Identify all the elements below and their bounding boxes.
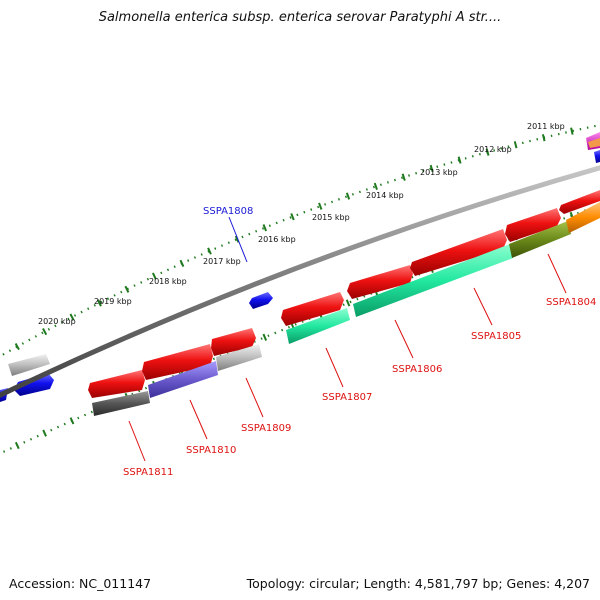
accession-text: Accession: NC_011147 — [9, 576, 152, 591]
cog-cyan-ssp1807 — [286, 308, 350, 344]
tick-label-2016: 2016 kbp — [258, 235, 296, 244]
genome-backbone — [0, 165, 600, 398]
tick-label-2015: 2015 kbp — [312, 213, 350, 222]
leader-ssp1808 — [228, 216, 248, 263]
gene-block-ssp1808-blue[interactable] — [249, 292, 273, 309]
organism-title: Salmonella enterica subsp. enterica sero… — [98, 10, 502, 25]
cog-olive-ssp1805 — [509, 221, 571, 258]
cog-orange-ssp1804 — [566, 202, 600, 233]
outer-ruler-tick-12 — [318, 202, 323, 210]
tick-label-2019: 2019 kbp — [94, 297, 132, 306]
gene-label-ssp1806[interactable]: SSPA1806 — [392, 364, 442, 375]
tick-label-2011: 2011 kbp — [527, 122, 565, 131]
outer-ruler-tick-7 — [179, 259, 185, 267]
tick-label-2012: 2012 kbp — [474, 145, 512, 154]
outer-ruler-tick-6 — [151, 272, 157, 280]
gene-label-ssp1804[interactable]: SSPA1804 — [546, 297, 596, 308]
genome-summary-text: Topology: circular; Length: 4,581,797 bp… — [246, 576, 590, 591]
tick-label-2018: 2018 kbp — [149, 277, 187, 286]
leader-ssp1810 — [189, 399, 208, 440]
gene-ssp1805-red[interactable] — [410, 229, 507, 276]
outer-ruler-tick-8 — [207, 247, 212, 255]
tick-label-2017: 2017 kbp — [203, 257, 241, 266]
outer-ruler-tick-4 — [96, 299, 102, 307]
gene-ssp1806-red-a[interactable] — [347, 265, 413, 299]
outer-ruler-tick-5 — [124, 285, 130, 293]
gene-block-outer-blue-left — [14, 373, 54, 396]
outer-ruler-tick-9 — [234, 235, 240, 243]
outer-ruler-tick-15 — [401, 173, 406, 181]
gene-block-outer-right-orange — [588, 138, 600, 148]
gene-ssp1807-red[interactable] — [281, 292, 344, 326]
outer-ruler-tick-21 — [570, 127, 574, 135]
gene-name-labels: SSPA1808 SSPA1804 SSPA1805 SSPA1806 SSPA… — [123, 206, 596, 478]
outer-ruler-tick-3 — [69, 313, 75, 321]
leader-ssp1806 — [394, 319, 414, 359]
gene-label-ssp1811[interactable]: SSPA1811 — [123, 467, 173, 478]
outer-ruler-tick-10 — [262, 224, 268, 232]
cog-cyan-ssp1806 — [353, 244, 513, 317]
gene-ssp1811-red[interactable] — [88, 370, 145, 398]
outer-ruler-track — [0, 123, 600, 358]
outer-ruler-tick-16 — [429, 164, 434, 173]
cog-dark-ssp1811 — [92, 391, 150, 416]
outer-ruler-tick-17 — [457, 156, 462, 164]
gene-ssp1810-red[interactable] — [142, 344, 213, 380]
leader-ssp1807 — [325, 347, 344, 388]
gene-block-outer-right-blue — [594, 150, 600, 163]
outer-ruler-tick-19 — [513, 141, 518, 149]
outer-ruler-tick-20 — [541, 134, 546, 142]
outer-ruler-tick-1 — [14, 343, 20, 351]
gene-label-ssp1809[interactable]: SSPA1809 — [241, 423, 291, 434]
cog-slate-ssp1810 — [148, 361, 218, 398]
gene-label-ssp1807[interactable]: SSPA1807 — [322, 392, 372, 403]
outer-ruler-tick-18 — [485, 148, 490, 156]
outer-ruler-tick-14 — [373, 182, 378, 191]
gene-ssp1804-red[interactable] — [505, 208, 561, 242]
gene-right-red — [559, 190, 600, 214]
outer-ruler-major-ticks — [14, 127, 574, 351]
tick-label-2020: 2020 kbp — [38, 317, 76, 326]
leader-ssp1805 — [473, 287, 493, 326]
inner-ruler-tick-2 — [42, 429, 47, 437]
outer-ruler-tick-11 — [290, 213, 295, 221]
cog-grey-ssp1809 — [216, 344, 262, 371]
outer-ruler-tick-13 — [345, 192, 351, 200]
gene-label-ssp1808[interactable]: SSPA1808 — [203, 206, 253, 217]
gene-label-ssp1805[interactable]: SSPA1805 — [471, 331, 521, 342]
gene-ssp1809-red[interactable] — [211, 328, 256, 356]
forward-gene-track — [88, 190, 600, 398]
gene-label-ssp1810[interactable]: SSPA1810 — [186, 445, 236, 456]
cog-gene-track — [92, 202, 600, 416]
leader-ssp1809 — [245, 377, 264, 418]
inner-ruler-tick-3 — [69, 417, 75, 425]
inner-ruler-tick-10 — [262, 333, 268, 341]
inner-ruler-tick-1 — [14, 441, 20, 450]
tick-label-2013: 2013 kbp — [420, 168, 458, 177]
kbp-tick-labels: 2011 kbp 2012 kbp 2013 kbp 2014 kbp 2015… — [38, 122, 565, 326]
inner-ruler-tick-13 — [345, 299, 351, 307]
leader-ssp1811 — [128, 420, 146, 462]
tick-label-2014: 2014 kbp — [366, 191, 404, 200]
gene-block-outer-grey-left — [8, 354, 50, 376]
outer-ruler-tick-2 — [42, 328, 48, 336]
leader-ssp1804 — [547, 253, 567, 294]
gene-leader-lines — [128, 216, 567, 462]
